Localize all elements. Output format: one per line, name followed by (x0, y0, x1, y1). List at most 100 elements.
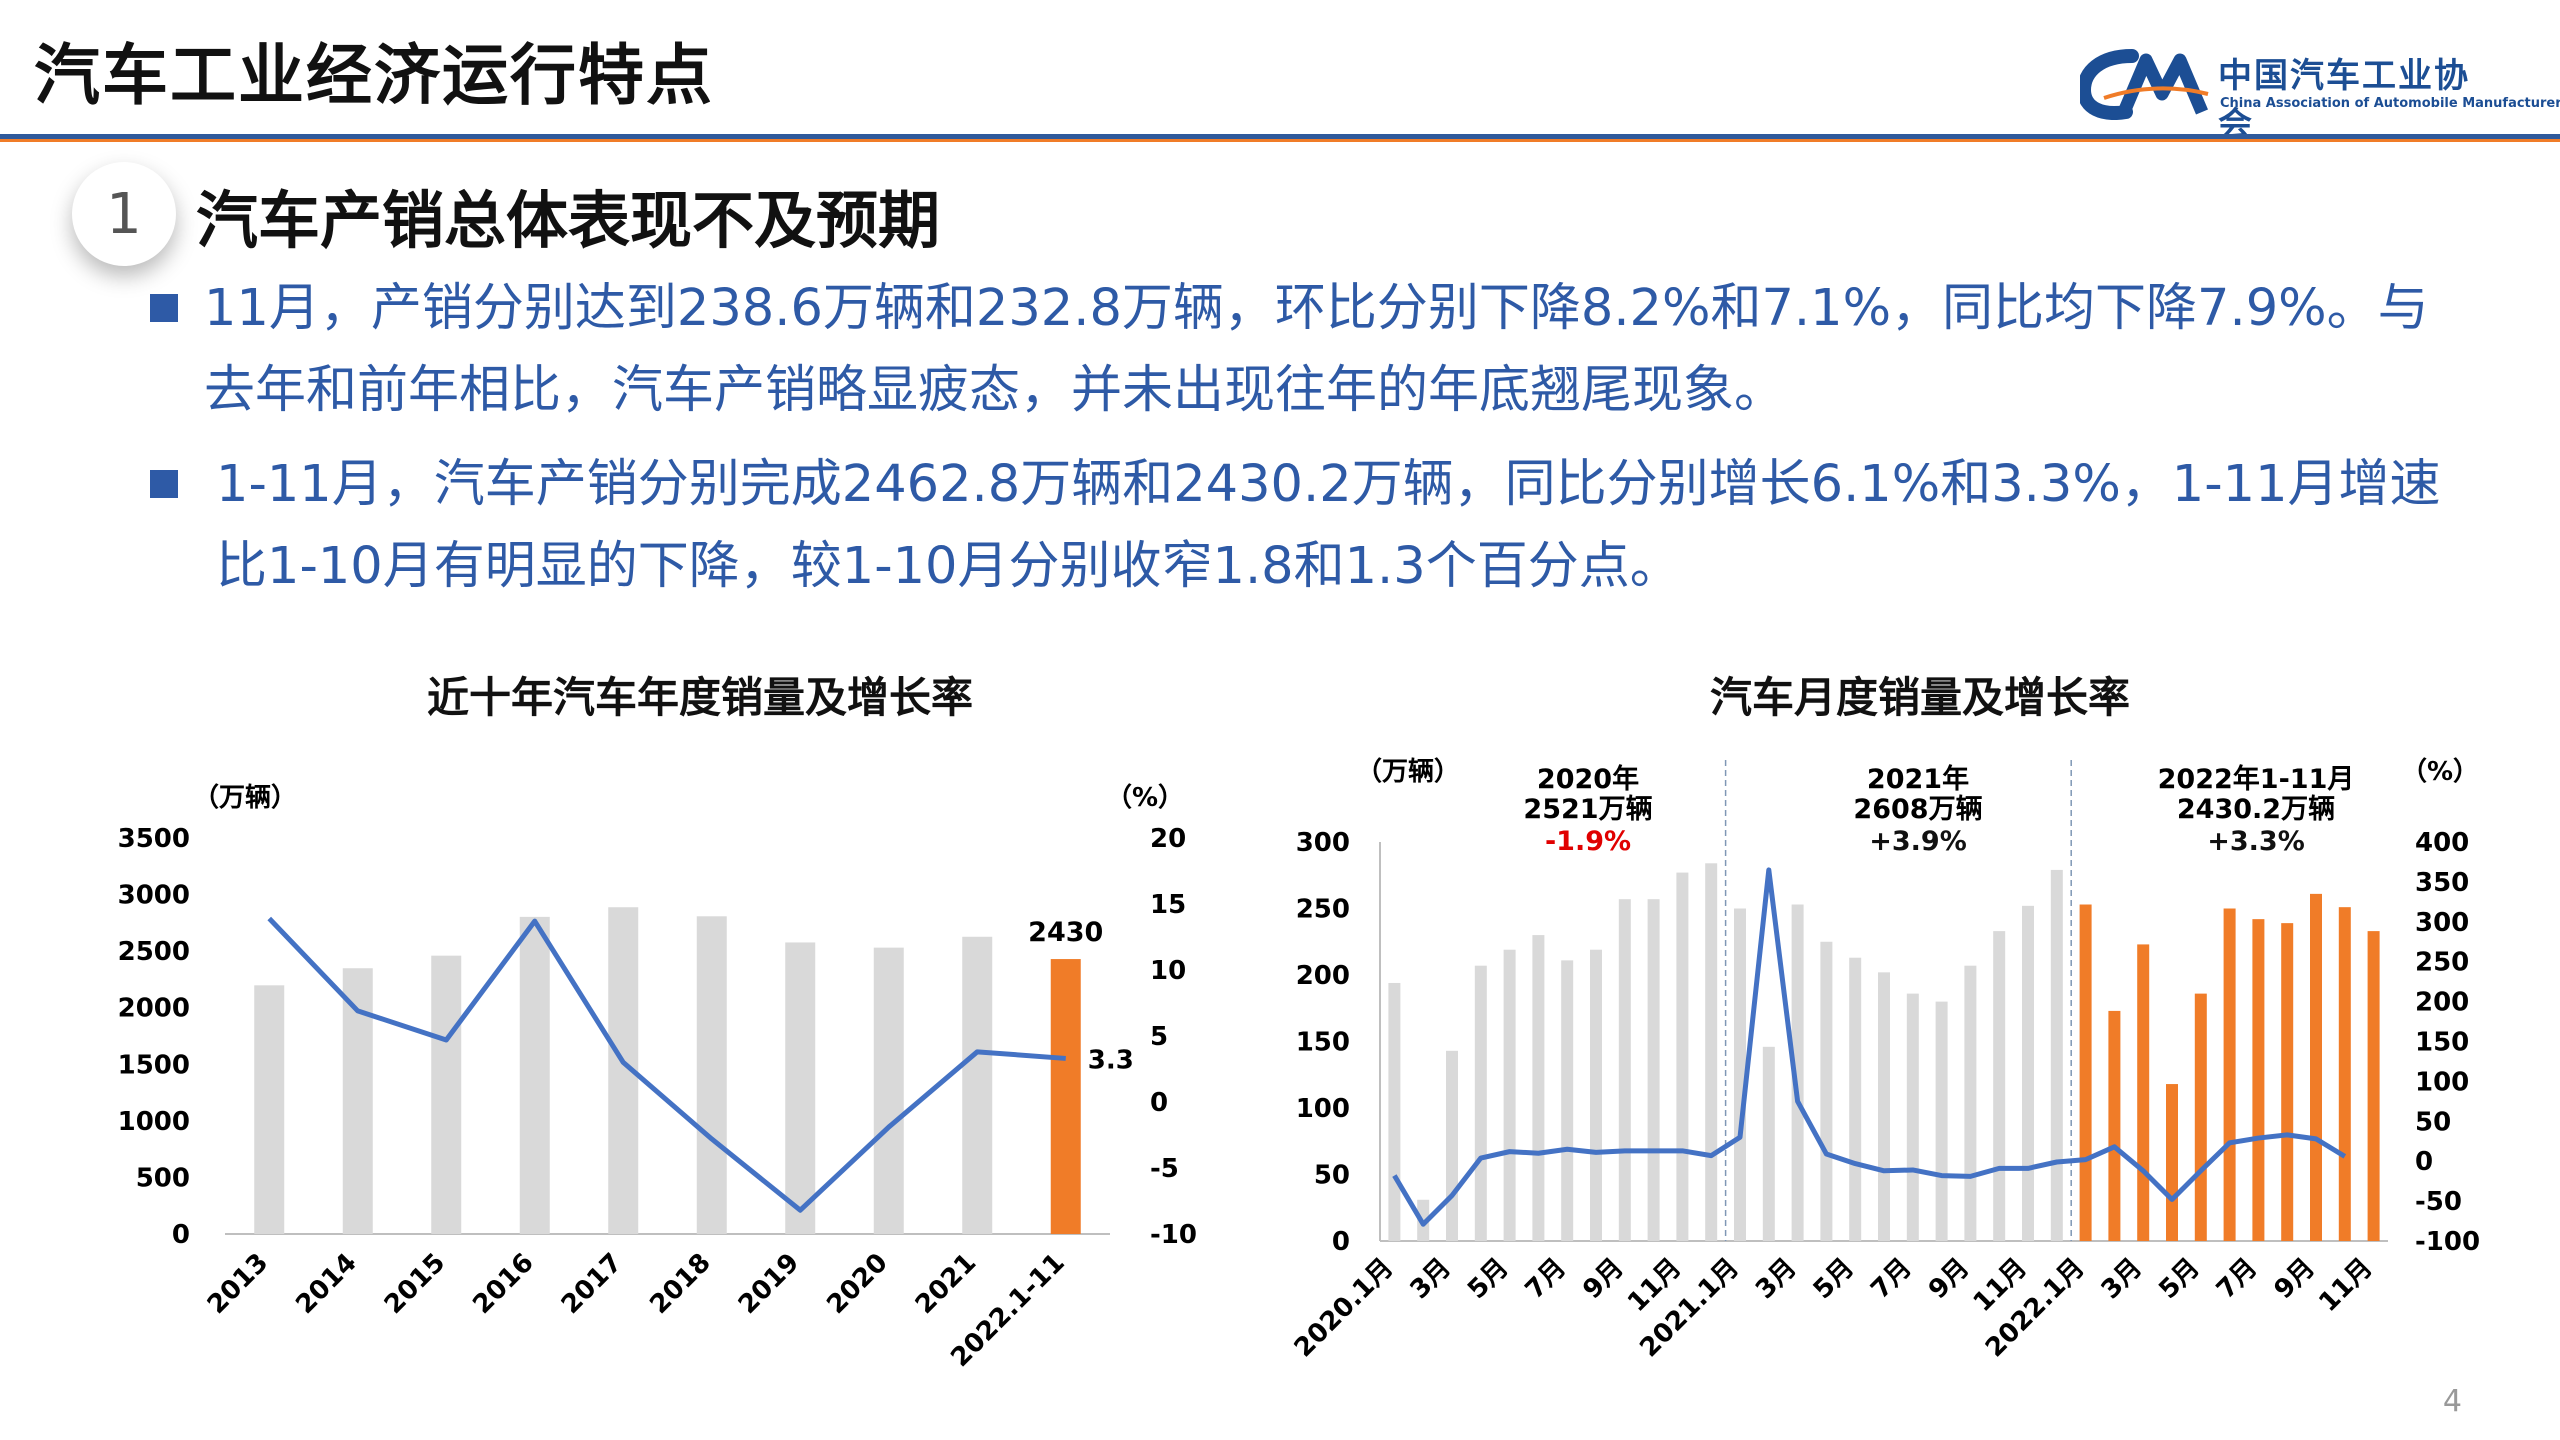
annual-bar (254, 985, 285, 1234)
annual-left-tick-label: 3500 (118, 824, 190, 854)
monthly-x-tick-label: 5月 (1808, 1253, 1860, 1305)
annual-right-tick-label: -10 (1150, 1220, 1197, 1250)
annual-x-tick-label: 2014 (290, 1248, 362, 1320)
monthly-left-tick-label: 300 (1296, 828, 1350, 858)
annual-left-tick-label: 1000 (118, 1107, 190, 1137)
monthly-right-tick-label: 400 (2415, 828, 2469, 858)
monthly-bar (2252, 919, 2265, 1241)
monthly-chart-title: 汽车月度销量及增长率 (1709, 673, 2130, 722)
association-logo-mark-icon (2080, 49, 2209, 120)
monthly-annotation-growth: +3.3% (2207, 826, 2305, 857)
monthly-bar (1561, 960, 1574, 1241)
monthly-annotation-year: 2022年1-11月 (2158, 763, 2355, 795)
monthly-bar (1762, 1046, 1775, 1241)
monthly-right-tick-label: 350 (2415, 868, 2469, 898)
bullet-text-line: 去年和前年相比，汽车产销略显疲态，并未出现往年的年底翘尾现象。 (204, 361, 1786, 420)
monthly-bar (2050, 869, 2063, 1241)
monthly-annotation-volume: 2430.2万辆 (2177, 794, 2335, 825)
monthly-x-tick-label: 3月 (2096, 1253, 2148, 1305)
monthly-x-tick-label: 3月 (1750, 1253, 1802, 1305)
bullet-square-icon (150, 470, 178, 498)
annual-line-data-label: 3.3 (1088, 1045, 1134, 1075)
monthly-left-tick-label: 100 (1296, 1094, 1350, 1124)
monthly-right-tick-label: -100 (2415, 1227, 2480, 1257)
annual-left-tick-label: 0 (172, 1220, 190, 1250)
monthly-left-tick-label: 0 (1332, 1227, 1350, 1257)
annual-right-tick-label: 10 (1150, 956, 1186, 986)
annual-x-tick-label: 2016 (467, 1248, 539, 1320)
monthly-left-tick-label: 250 (1296, 895, 1350, 925)
annual-left-axis-unit: （万辆） (193, 783, 297, 813)
annual-bar (519, 916, 550, 1234)
annual-bar (873, 947, 904, 1234)
bullet-item: 1-11月，汽车产销分别完成2462.8万辆和2430.2万辆，同比分别增长6.… (150, 444, 2520, 608)
bullet-text-line: 11月，产销分别达到238.6万辆和232.8万辆，环比分别下降8.2%和7.1… (204, 279, 2429, 338)
annual-right-tick-label: 20 (1150, 824, 1186, 854)
monthly-bar (2367, 931, 2380, 1241)
section-title: 汽车产销总体表现不及预期 (196, 184, 941, 257)
annual-bar (1050, 959, 1081, 1234)
page-number: 4 (2442, 1384, 2462, 1419)
monthly-bar (2223, 908, 2236, 1241)
annual-right-axis-unit: （%） (1106, 783, 1184, 813)
monthly-right-tick-label: 0 (2415, 1147, 2433, 1177)
annual-right-tick-label: -5 (1150, 1154, 1179, 1184)
monthly-bar (2310, 893, 2322, 1241)
monthly-bar (1791, 904, 1804, 1241)
monthly-left-tick-label: 50 (1314, 1161, 1350, 1191)
monthly-x-tick-label: 7月 (1865, 1253, 1917, 1305)
monthly-right-tick-label: 50 (2415, 1107, 2451, 1137)
association-logo: 中国汽车工业协会 China Association of Automobile… (2080, 38, 2560, 145)
section-number-badge: 1 (72, 162, 176, 266)
monthly-x-tick-label: 11月 (2313, 1253, 2378, 1318)
monthly-right-tick-label: 200 (2415, 988, 2469, 1018)
bullet-text-line: 比1-10月有明显的下降，较1-10月分别收窄1.8和1.3个百分点。 (216, 537, 1681, 596)
page-title: 汽车工业经济运行特点 (34, 37, 714, 114)
monthly-annotation-volume: 2608万辆 (1853, 794, 1982, 825)
monthly-bar (2166, 1084, 2178, 1241)
annual-left-tick-label: 3000 (118, 881, 190, 911)
monthly-right-axis-unit: （%） (2401, 757, 2479, 787)
monthly-x-tick-label: 3月 (1405, 1253, 1457, 1305)
logo-english-name: China Association of Automobile Manufact… (2220, 96, 2560, 111)
annual-x-tick-label: 2013 (202, 1248, 274, 1320)
monthly-bar (1388, 982, 1401, 1241)
monthly-bar (2281, 923, 2294, 1241)
monthly-x-tick-label: 5月 (2153, 1253, 2205, 1305)
annual-bar-data-label: 2430 (1028, 917, 1103, 948)
monthly-growth-line (1392, 867, 2347, 1227)
annual-x-tick-label: 2018 (644, 1248, 716, 1320)
monthly-bar (1820, 941, 1833, 1241)
monthly-bar (1590, 949, 1602, 1241)
monthly-bar (1532, 935, 1545, 1241)
header-divider (0, 134, 2560, 139)
monthly-right-tick-label: 300 (2415, 908, 2469, 938)
annual-left-tick-label: 500 (136, 1163, 190, 1193)
monthly-left-tick-label: 200 (1296, 961, 1350, 991)
monthly-bar (1618, 899, 1631, 1241)
logo-chinese-name: 中国汽车工业协会 (2218, 56, 2470, 145)
monthly-right-tick-label: 100 (2415, 1067, 2469, 1097)
monthly-bar (1503, 949, 1516, 1241)
monthly-bar (1878, 972, 1890, 1241)
monthly-right-tick-label: 250 (2415, 948, 2469, 978)
monthly-annotation-volume: 2521万辆 (1523, 794, 1652, 825)
annual-x-tick-label: 2020 (821, 1248, 893, 1320)
monthly-annotation-growth: -1.9% (1545, 826, 1631, 857)
monthly-bar (1964, 965, 1977, 1241)
annual-right-tick-label: 0 (1150, 1088, 1168, 1118)
monthly-x-tick-label: 5月 (1462, 1253, 1514, 1305)
annual-left-tick-label: 2000 (118, 994, 190, 1024)
annual-x-tick-label: 2015 (379, 1248, 451, 1320)
monthly-left-axis-unit: （万辆） (1356, 757, 1460, 787)
monthly-x-tick-label: 2020.1月 (1289, 1253, 1400, 1364)
annual-left-tick-label: 1500 (118, 1050, 190, 1080)
monthly-bar (1993, 931, 2006, 1241)
monthly-right-tick-label: -50 (2415, 1187, 2462, 1217)
annual-chart-title: 近十年汽车年度销量及增长率 (426, 673, 973, 722)
monthly-bar (1705, 863, 1718, 1241)
monthly-annotation-year: 2021年 (1867, 763, 1969, 795)
monthly-annotation-year: 2020年 (1537, 763, 1639, 795)
monthly-bar (2022, 905, 2034, 1241)
